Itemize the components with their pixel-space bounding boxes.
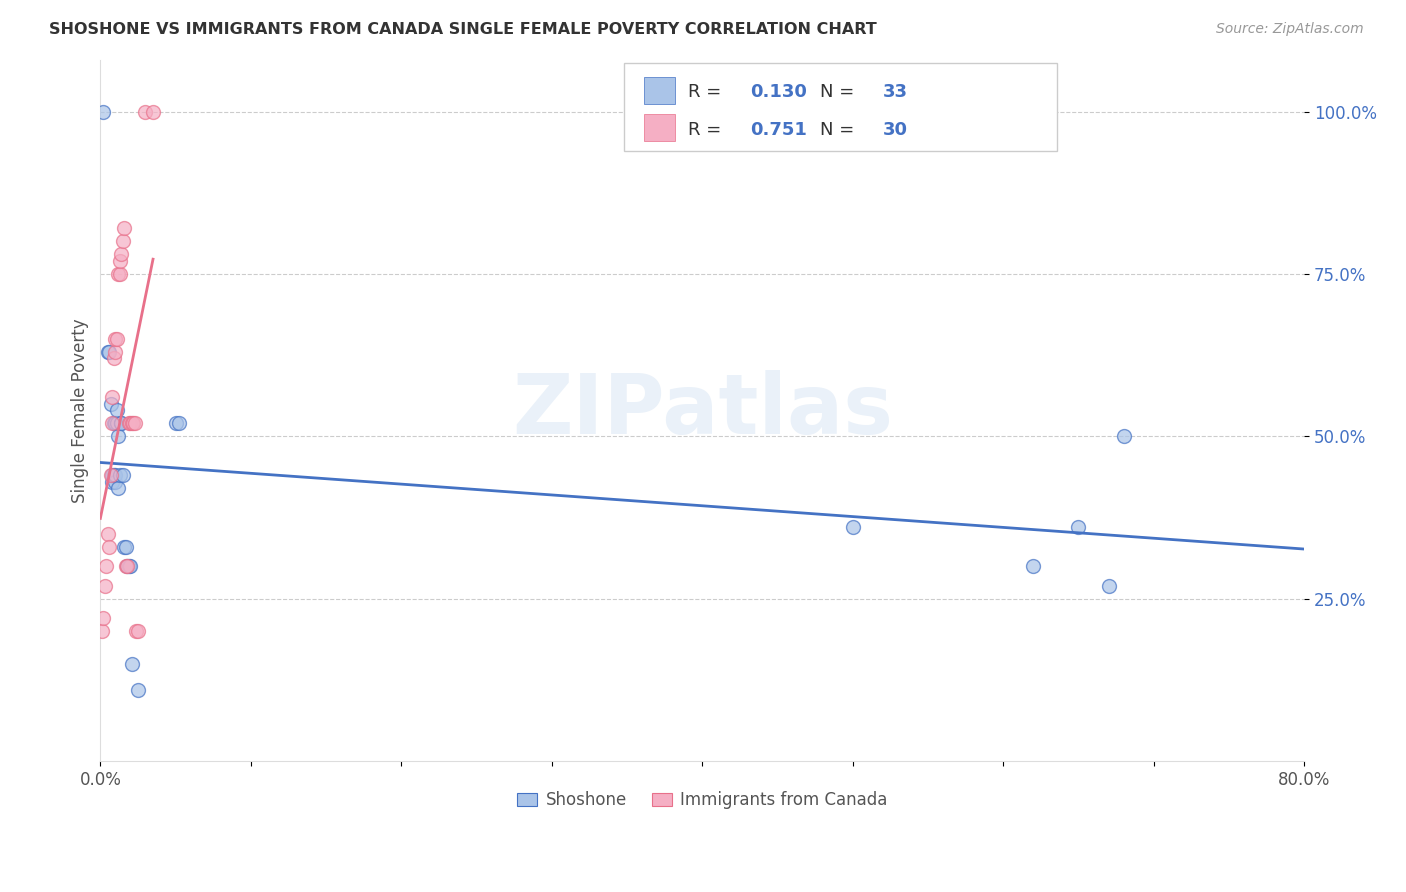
Point xyxy=(127,624,149,639)
Point xyxy=(101,417,124,431)
Point xyxy=(118,559,141,574)
Point xyxy=(1097,579,1119,593)
Point xyxy=(110,247,132,261)
FancyBboxPatch shape xyxy=(644,77,675,103)
Point xyxy=(110,417,132,431)
Point xyxy=(111,235,134,249)
Point xyxy=(121,417,143,431)
Point xyxy=(104,468,127,483)
Text: ZIPatlas: ZIPatlas xyxy=(512,370,893,450)
Text: SHOSHONE VS IMMIGRANTS FROM CANADA SINGLE FEMALE POVERTY CORRELATION CHART: SHOSHONE VS IMMIGRANTS FROM CANADA SINGL… xyxy=(49,22,877,37)
Point xyxy=(125,624,148,639)
Point xyxy=(134,104,156,119)
Point xyxy=(103,417,125,431)
Point xyxy=(96,559,118,574)
Point xyxy=(105,417,128,431)
Y-axis label: Single Female Poverty: Single Female Poverty xyxy=(72,318,89,503)
Point xyxy=(167,417,190,431)
Point xyxy=(124,417,146,431)
Point xyxy=(101,468,124,483)
Point xyxy=(118,417,141,431)
Point xyxy=(90,624,112,639)
Text: 0.130: 0.130 xyxy=(751,84,807,102)
Point xyxy=(104,344,127,359)
Point xyxy=(103,351,125,366)
Point xyxy=(101,475,124,489)
Text: 33: 33 xyxy=(883,84,908,102)
Point xyxy=(104,332,127,346)
Point xyxy=(121,657,143,671)
Point xyxy=(111,468,134,483)
Point xyxy=(108,267,131,281)
Point xyxy=(107,267,129,281)
Point xyxy=(105,332,128,346)
Point xyxy=(104,417,127,431)
Point xyxy=(115,540,138,554)
FancyBboxPatch shape xyxy=(624,63,1057,151)
Point xyxy=(120,417,142,431)
Point xyxy=(108,468,131,483)
Point xyxy=(112,540,135,554)
Point xyxy=(97,344,120,359)
Point xyxy=(117,559,139,574)
Point xyxy=(100,397,122,411)
Text: 0.751: 0.751 xyxy=(751,120,807,138)
Point xyxy=(98,344,121,359)
Text: Source: ZipAtlas.com: Source: ZipAtlas.com xyxy=(1216,22,1364,37)
Point xyxy=(1022,559,1045,574)
Point xyxy=(122,417,145,431)
Point xyxy=(93,104,115,119)
Point xyxy=(1067,520,1090,534)
Point xyxy=(93,611,115,625)
Point xyxy=(108,254,131,268)
Point xyxy=(94,579,117,593)
FancyBboxPatch shape xyxy=(644,114,675,141)
Point xyxy=(142,104,165,119)
Point xyxy=(97,526,120,541)
Text: N =: N = xyxy=(820,84,860,102)
Point xyxy=(101,390,124,404)
Point xyxy=(112,221,135,235)
Point xyxy=(104,475,127,489)
Point xyxy=(117,559,139,574)
Point xyxy=(100,468,122,483)
Point xyxy=(1112,429,1135,443)
Point xyxy=(103,468,125,483)
Point xyxy=(110,417,132,431)
Point xyxy=(165,417,187,431)
Point xyxy=(107,481,129,495)
Point xyxy=(127,682,149,697)
Point xyxy=(120,559,142,574)
Text: 30: 30 xyxy=(883,120,908,138)
Point xyxy=(107,429,129,443)
Point xyxy=(98,540,121,554)
Point xyxy=(842,520,865,534)
Text: N =: N = xyxy=(820,120,860,138)
Legend: Shoshone, Immigrants from Canada: Shoshone, Immigrants from Canada xyxy=(510,785,894,816)
Text: R =: R = xyxy=(688,84,727,102)
Text: R =: R = xyxy=(688,120,727,138)
Point xyxy=(115,559,138,574)
Point xyxy=(105,403,128,417)
